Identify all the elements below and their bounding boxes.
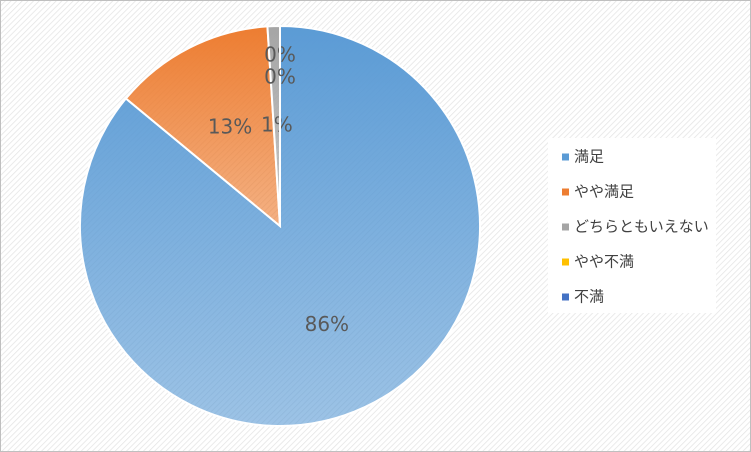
pie-slice xyxy=(79,24,481,427)
legend-swatch xyxy=(562,223,569,231)
legend-label: 満足 xyxy=(574,148,604,166)
value-label: 13% xyxy=(208,114,252,138)
legend-label: 不満 xyxy=(574,288,604,306)
legend-label: どちらともいえない xyxy=(574,218,709,236)
legend-box xyxy=(548,138,716,313)
legend-swatch xyxy=(562,258,569,266)
value-label: 0% xyxy=(264,65,296,89)
value-label: 86% xyxy=(305,312,349,336)
legend-swatch xyxy=(562,293,569,301)
pie-slice xyxy=(124,25,282,229)
value-label: 1% xyxy=(261,113,293,137)
legend-label: やや満足 xyxy=(574,183,634,201)
legend-label: やや不満 xyxy=(574,253,634,271)
legend-swatch xyxy=(562,153,569,161)
legend-swatch xyxy=(562,188,569,196)
